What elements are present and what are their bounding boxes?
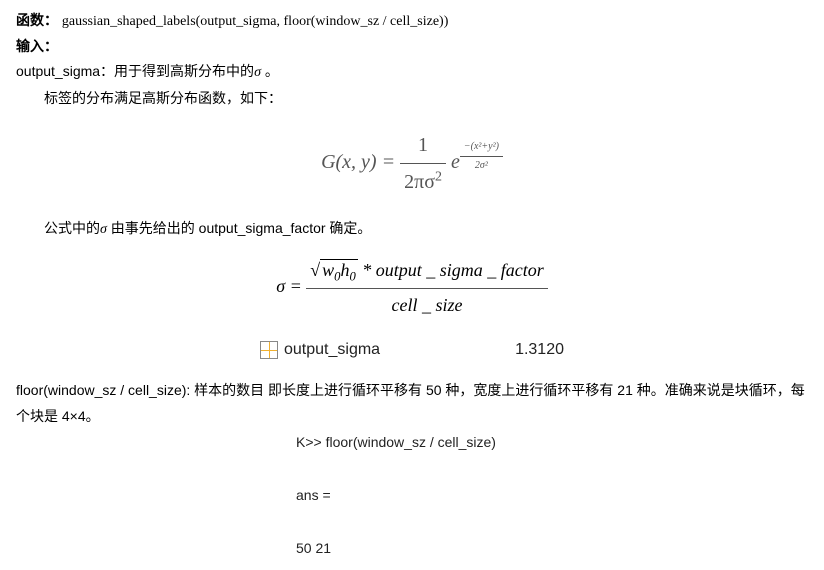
line-input: 输入： xyxy=(16,34,808,59)
eq2-w: w xyxy=(322,260,334,280)
eq2-den: cell _ size xyxy=(306,289,548,321)
label-function: 函数： xyxy=(16,12,58,28)
eq1-e: e xyxy=(451,151,460,173)
variable-value: 1.3120 xyxy=(484,336,564,365)
eq1-expnum: −(x²+y²) xyxy=(460,138,503,157)
eq1-den1a: 2πσ xyxy=(404,171,435,193)
line-function: 函数： gaussian_shaped_labels(output_sigma,… xyxy=(16,8,808,34)
text-p4: floor(window_sz / cell_size): 样本的数目 即长度上… xyxy=(16,382,805,423)
text-p2: 标签的分布满足高斯分布函数，如下： xyxy=(44,90,282,106)
text-p3a: 公式中的 xyxy=(44,220,100,236)
paragraph-gaussian-desc: 标签的分布满足高斯分布函数，如下： xyxy=(44,86,808,111)
variable-icon xyxy=(260,341,278,359)
eq1-expden: 2σ² xyxy=(460,157,503,175)
console-line-2: ans = xyxy=(296,482,808,509)
eq2-h0: 0 xyxy=(349,270,355,284)
eq1-den1exp: 2 xyxy=(435,169,442,184)
text-p1a: output_sigma：用于得到高斯分布中的 xyxy=(16,63,254,79)
eq2-eq: = xyxy=(285,276,306,296)
label-input: 输入： xyxy=(16,38,58,54)
equation-gaussian: G(x, y) = 1 2πσ2 e −(x²+y²) 2σ² xyxy=(16,123,808,204)
sigma-symbol-2: σ xyxy=(100,222,107,237)
variable-name: output_sigma xyxy=(284,336,484,365)
eq1-lhs: G(x, y) = xyxy=(321,151,400,173)
paragraph-output-sigma: output_sigma：用于得到高斯分布中的σ 。 xyxy=(16,59,808,85)
equation-sigma: σ = √w0h0 * output _ sigma _ factor cell… xyxy=(16,254,808,322)
eq2-sigma: σ xyxy=(276,276,285,296)
eq2-star: * xyxy=(358,260,376,280)
console-output: K>> floor(window_sz / cell_size) ans = 5… xyxy=(296,429,808,562)
console-line-1: K>> floor(window_sz / cell_size) xyxy=(296,429,808,456)
eq1-num1: 1 xyxy=(400,127,446,164)
eq2-factor: output _ sigma _ factor xyxy=(376,260,544,280)
paragraph-floor-desc: floor(window_sz / cell_size): 样本的数目 即长度上… xyxy=(16,378,808,428)
console-line-3: 50 21 xyxy=(296,535,808,562)
variable-row: output_sigma 1.3120 xyxy=(16,336,808,365)
text-p3b: 由事先给出的 output_sigma_factor 确定。 xyxy=(107,220,372,236)
text-p1b: 。 xyxy=(261,63,279,79)
code-function-signature: gaussian_shaped_labels(output_sigma, flo… xyxy=(62,14,448,29)
paragraph-sigma-factor: 公式中的σ 由事先给出的 output_sigma_factor 确定。 xyxy=(44,216,808,242)
sigma-symbol-1: σ xyxy=(254,65,261,80)
